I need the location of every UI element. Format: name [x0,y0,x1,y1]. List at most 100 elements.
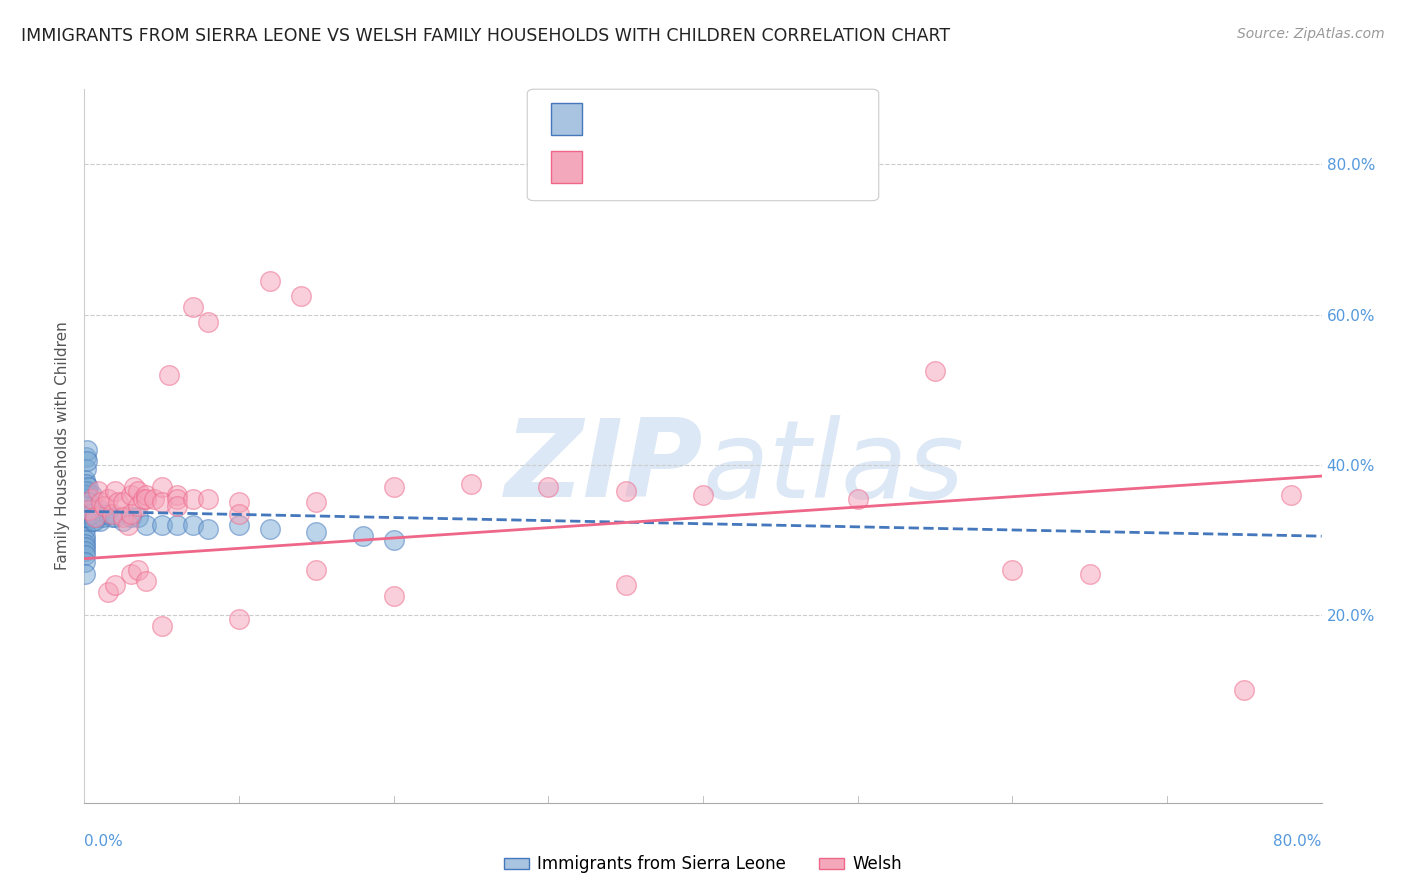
Point [97,491,120,506]
Point [259,522,281,536]
Point [82,491,104,506]
Point [90,495,112,509]
Point [181,300,204,314]
Point [80,507,103,521]
Point [91,510,114,524]
Point [692,488,714,502]
Point [75,548,97,562]
Point [1001,563,1024,577]
Point [76,503,98,517]
Text: Source: ZipAtlas.com: Source: ZipAtlas.com [1237,27,1385,41]
Y-axis label: Family Households with Children: Family Households with Children [55,322,70,570]
Point [75,507,97,521]
Point [181,517,204,532]
Point [120,488,142,502]
Point [135,491,157,506]
Point [82,488,104,502]
Point [305,563,328,577]
Point [228,495,250,509]
Point [75,541,97,555]
Point [77,491,100,506]
Point [352,529,374,543]
Point [305,495,328,509]
Text: N =: N = [709,158,745,176]
Point [75,556,97,570]
Point [1078,566,1101,581]
Point [75,484,97,499]
Point [89,514,111,528]
Point [89,503,111,517]
Point [93,499,115,513]
Point [101,507,124,521]
Point [120,507,142,521]
Text: R =: R = [593,158,630,176]
Point [76,442,98,457]
Point [159,368,181,382]
Point [75,522,97,536]
Point [75,473,97,487]
Point [166,491,188,506]
Point [86,507,108,521]
Point [117,517,139,532]
Point [537,480,560,494]
Point [122,480,145,494]
Point [83,514,105,528]
Point [135,488,157,502]
Point [382,533,405,547]
Text: N =: N = [709,110,745,128]
Point [87,510,110,524]
Point [614,484,637,499]
Text: -0.014: -0.014 [627,110,686,128]
Point [614,578,637,592]
Point [143,491,166,506]
Point [135,517,157,532]
Point [150,480,173,494]
Point [77,503,100,517]
Point [128,499,150,513]
Point [75,529,97,543]
Point [75,514,97,528]
Point [82,503,104,517]
Point [120,566,142,581]
Point [132,491,155,506]
Point [76,499,98,513]
Point [75,503,97,517]
Text: atlas: atlas [703,415,965,520]
Point [128,510,150,524]
Point [77,495,100,509]
Text: R =: R = [593,110,630,128]
Point [197,315,219,329]
Point [82,514,104,528]
Point [77,503,100,517]
Point [75,484,97,499]
Legend: Immigrants from Sierra Leone, Welsh: Immigrants from Sierra Leone, Welsh [498,849,908,880]
Point [97,507,120,521]
Point [75,476,97,491]
Point [76,495,98,509]
Text: 68: 68 [744,110,766,128]
Point [84,510,107,524]
Text: 58: 58 [744,158,766,176]
Point [75,495,97,509]
Point [83,507,105,521]
Point [112,495,135,509]
Point [97,585,120,599]
Point [79,503,101,517]
Point [382,480,405,494]
Point [846,491,869,506]
Point [924,364,946,378]
Point [75,450,97,465]
Text: ZIP: ZIP [505,415,703,520]
Point [84,503,107,517]
Point [150,619,173,633]
Point [76,454,98,468]
Point [228,517,250,532]
Text: 0.196: 0.196 [627,158,685,176]
Point [104,484,127,499]
Point [150,517,173,532]
Point [290,289,312,303]
Text: 80.0%: 80.0% [1274,834,1322,849]
Point [75,533,97,547]
Point [75,491,97,506]
Point [1279,488,1302,502]
